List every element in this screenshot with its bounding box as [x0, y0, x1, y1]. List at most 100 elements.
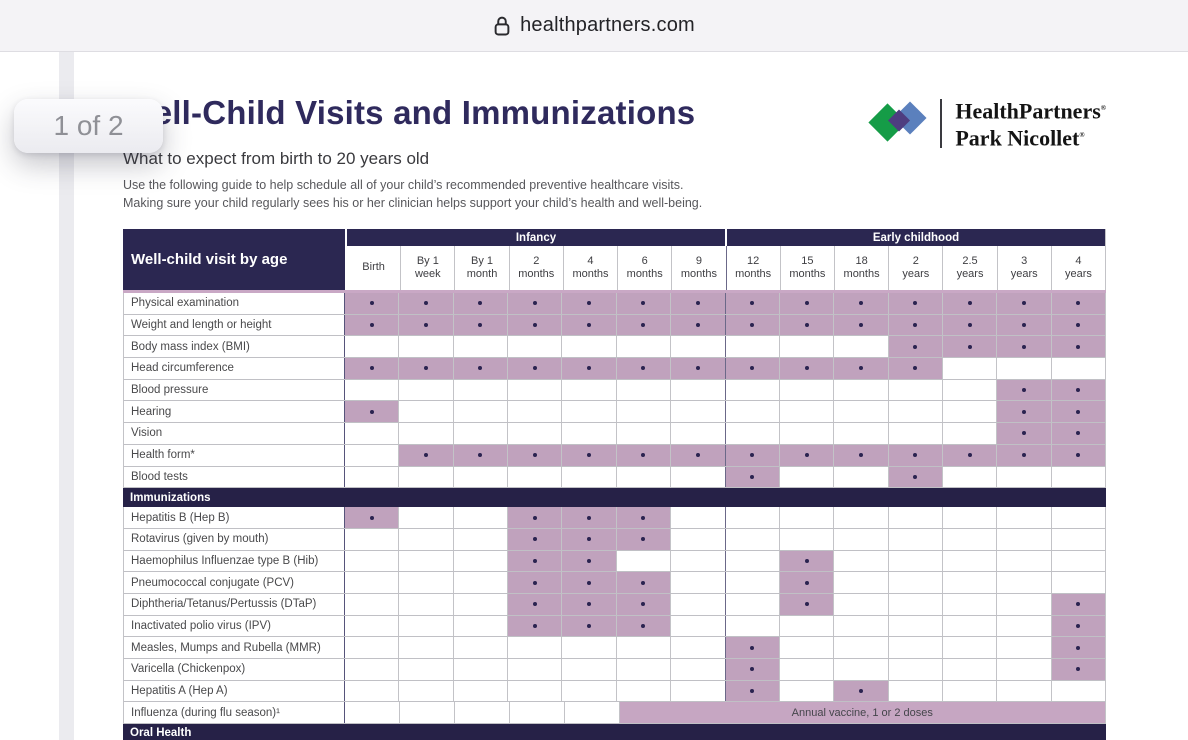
table-cell — [345, 507, 400, 528]
table-cell — [725, 314, 780, 336]
table-cell — [345, 423, 400, 444]
dose-dot — [1076, 323, 1081, 328]
table-cell — [834, 659, 889, 680]
dose-dot — [641, 537, 646, 542]
table-cell — [725, 572, 780, 593]
table-cell — [942, 615, 998, 637]
table-cell — [779, 528, 835, 550]
table-cell — [671, 659, 726, 680]
table-cell — [779, 466, 835, 488]
table-cell — [725, 680, 780, 702]
table-cell — [779, 572, 835, 593]
dose-dot — [858, 453, 863, 458]
column-header-line: 15 — [801, 254, 814, 267]
scrollbar-track[interactable] — [59, 52, 74, 740]
table-cell — [399, 615, 454, 637]
column-header-line: years — [902, 268, 930, 280]
table-cell — [453, 336, 509, 358]
table-cell — [508, 572, 563, 593]
table-cell — [564, 702, 620, 724]
annual-vaccine-cell: Annual vaccine, 1 or 2 doses — [619, 702, 1105, 724]
table-cell — [671, 615, 726, 637]
table-cell — [779, 507, 835, 528]
table-cell — [942, 507, 998, 528]
table-cell — [616, 466, 672, 488]
dose-dot — [532, 515, 537, 520]
logo-diamonds-icon — [868, 95, 930, 151]
page-indicator-badge: 1 of 2 — [14, 99, 163, 153]
table-row: Pneumococcal conjugate (PCV) — [123, 572, 1106, 594]
table-cell — [1051, 466, 1106, 488]
table-cell — [616, 379, 672, 401]
table-cell — [671, 358, 726, 379]
table-cell — [725, 379, 780, 401]
row-label: Rotavirus (given by mouth) — [124, 528, 345, 550]
dose-dot — [750, 689, 755, 694]
table-cell — [997, 572, 1052, 593]
table-cell — [888, 444, 943, 466]
dose-dot — [478, 366, 483, 371]
table-cell — [671, 528, 726, 550]
table-cell — [888, 293, 943, 314]
dose-dot — [369, 366, 374, 371]
table-cell — [508, 659, 563, 680]
browser-address-bar[interactable]: healthpartners.com — [0, 0, 1188, 52]
table-cell — [345, 550, 400, 572]
table-cell — [725, 637, 780, 658]
intro-line-2: Making sure your child regularly sees hi… — [123, 196, 703, 210]
row-label: Influenza (during flu season)¹ — [124, 702, 345, 724]
table-cell — [779, 550, 835, 572]
table-cell — [888, 379, 943, 401]
table-cell — [997, 659, 1052, 680]
table-cell — [997, 379, 1052, 401]
table-cell — [562, 293, 617, 314]
table-cell — [671, 572, 726, 593]
table-cell — [1051, 659, 1106, 680]
logo-registered-mark: ® — [1079, 131, 1085, 139]
table-cell — [1051, 593, 1106, 615]
row-label: Hepatitis B (Hep B) — [124, 507, 345, 528]
table-cell — [997, 293, 1052, 314]
table-cell — [399, 423, 454, 444]
table-cell — [888, 615, 943, 637]
column-header-line: 6 — [641, 254, 648, 267]
table-row: Haemophilus Influenzae type B (Hib) — [123, 550, 1106, 573]
table-cell — [508, 550, 563, 572]
dose-dot — [1021, 344, 1026, 349]
table-cell — [997, 336, 1052, 358]
table-cell — [942, 550, 998, 572]
dose-dot — [478, 301, 483, 306]
dose-dot — [804, 580, 809, 585]
table-cell — [834, 637, 889, 658]
dose-dot — [913, 323, 918, 328]
table-cell — [997, 466, 1052, 488]
dose-dot — [641, 623, 646, 628]
table-cell — [562, 659, 617, 680]
column-header-line: week — [414, 268, 441, 280]
dose-dot — [1076, 453, 1081, 458]
lock-icon — [493, 15, 511, 36]
table-cell — [399, 680, 454, 702]
column-header-line: 18 — [855, 254, 868, 267]
table-cell — [779, 593, 835, 615]
table-cell — [779, 423, 835, 444]
table-cell — [671, 379, 726, 401]
table-cell — [453, 637, 509, 658]
table-cell — [834, 314, 889, 336]
table-cell — [834, 358, 889, 379]
dose-dot — [369, 515, 374, 520]
logo-line1: HealthPartners — [955, 98, 1101, 123]
row-label: Inactivated polio virus (IPV) — [124, 615, 345, 637]
row-label: Health form* — [124, 444, 345, 466]
table-cell — [997, 637, 1052, 658]
table-cell — [508, 423, 563, 444]
table-cell — [942, 336, 998, 358]
row-label: Hepatitis A (Hep A) — [124, 680, 345, 702]
dose-dot — [587, 558, 592, 563]
browser-url[interactable]: healthpartners.com — [520, 14, 695, 36]
dose-dot — [587, 623, 592, 628]
column-header-line: 12 — [747, 254, 760, 267]
dose-dot — [532, 366, 537, 371]
dose-dot — [587, 323, 592, 328]
table-cell — [399, 314, 454, 336]
